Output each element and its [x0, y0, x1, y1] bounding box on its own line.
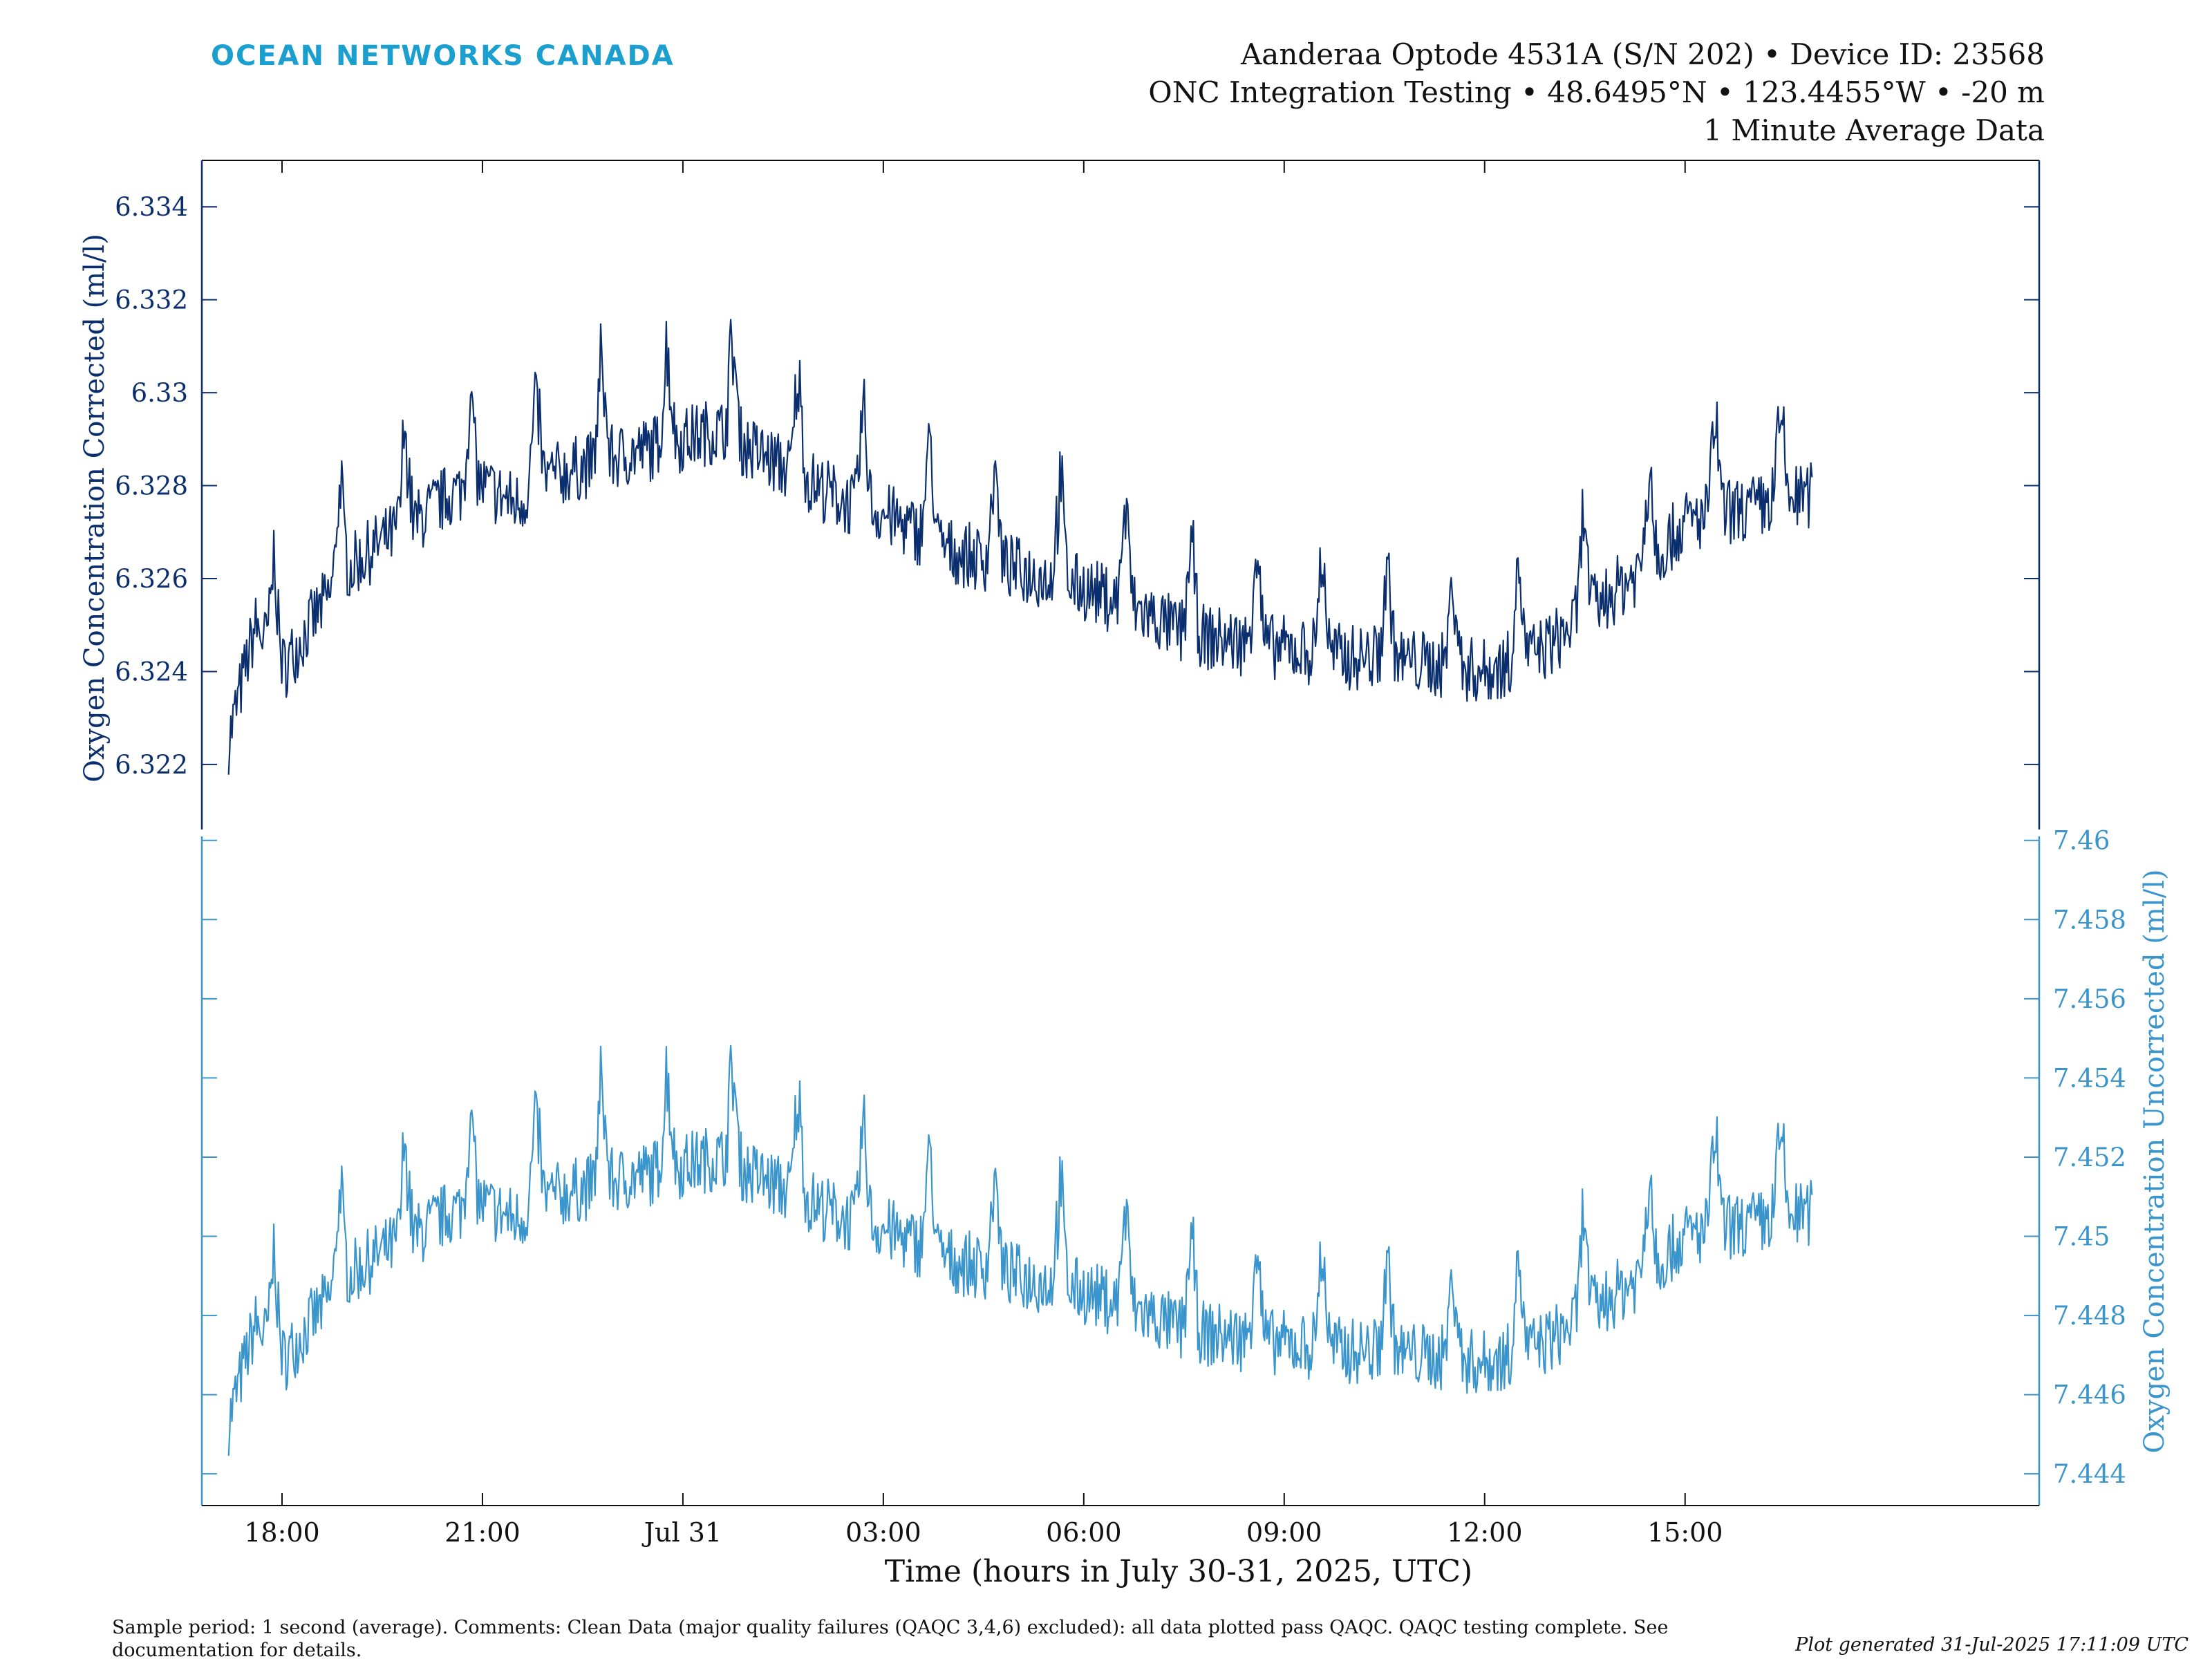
left-y-tick-label: 6.326: [115, 564, 188, 594]
x-tick-label: 09:00: [1246, 1517, 1322, 1548]
right-y-tick-label: 7.452: [2053, 1143, 2126, 1172]
left-y-tick-label: 6.33: [131, 378, 188, 408]
right-y-axis-title: Oxygen Concentration Uncorrected (ml/l): [2139, 870, 2171, 1454]
left-y-axis-title: Oxygen Concentration Corrected (ml/l): [79, 234, 111, 782]
left-y-tick-label: 6.332: [115, 285, 188, 315]
right-y-tick-label: 7.444: [2053, 1459, 2126, 1489]
header-data-type-line: 1 Minute Average Data: [1703, 113, 2045, 147]
footer-comment-line-2: documentation for details.: [112, 1640, 362, 1659]
footer-comment-line-1: Sample period: 1 second (average). Comme…: [112, 1617, 1669, 1638]
corrected-oxygen-series-line: [227, 319, 1813, 775]
x-tick-label: 12:00: [1447, 1517, 1523, 1548]
brand-logo-text: OCEAN NETWORKS CANADA: [211, 40, 675, 72]
uncorrected-oxygen-series-line: [227, 1044, 1813, 1456]
right-y-tick-label: 7.454: [2053, 1063, 2126, 1093]
x-tick-label: 18:00: [244, 1517, 320, 1548]
right-y-tick-label: 7.456: [2053, 984, 2126, 1014]
right-y-tick-label: 7.448: [2053, 1301, 2126, 1331]
right-y-tick-label: 7.446: [2053, 1380, 2126, 1410]
left-y-tick-label: 6.328: [115, 471, 188, 501]
right-y-tick-label: 7.46: [2053, 826, 2110, 856]
header-device-line: Aanderaa Optode 4531A (S/N 202) • Device…: [1240, 37, 2045, 71]
left-y-tick-label: 6.334: [115, 192, 188, 222]
plot-frames: [200, 160, 2041, 1506]
x-tick-label: 06:00: [1046, 1517, 1122, 1548]
header-location-line: ONC Integration Testing • 48.6495°N • 12…: [1148, 75, 2045, 109]
left-y-tick-label: 6.324: [115, 657, 188, 686]
x-tick-label: 21:00: [444, 1517, 521, 1548]
axes-layer: 18:00 21:00 Jul 31 03:00 06:00 09:00 12:00 15:0…: [115, 160, 2126, 1548]
right-y-tick-label: 7.458: [2053, 905, 2126, 935]
x-axis-title: Time (hours in July 30-31, 2025, UTC): [885, 1554, 1472, 1589]
x-tick-label: Jul 31: [641, 1517, 722, 1548]
right-y-tick-label: 7.45: [2053, 1222, 2110, 1252]
footer-generated-stamp: Plot generated 31-Jul-2025 17:11:09 UTC: [1794, 1634, 2188, 1656]
series-layer: [227, 319, 1813, 1456]
x-tick-label: 03:00: [845, 1517, 921, 1548]
left-y-tick-label: 6.322: [115, 750, 188, 780]
x-tick-label: 15:00: [1647, 1517, 1723, 1548]
